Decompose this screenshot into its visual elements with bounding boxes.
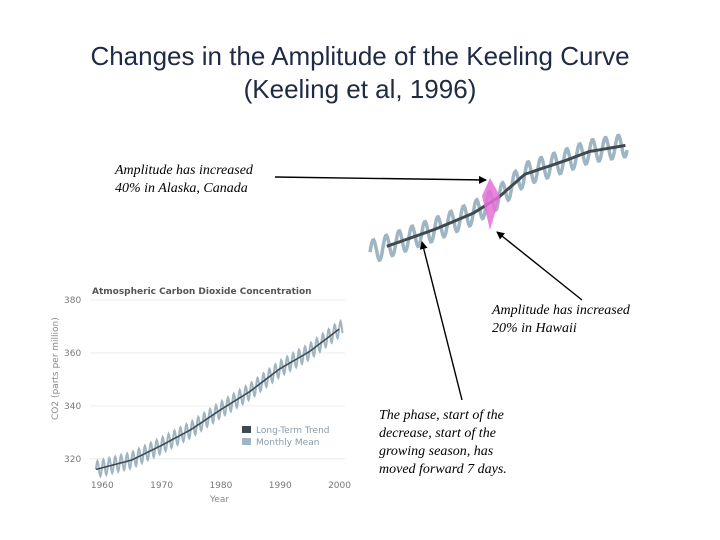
legend-label-monthly: Monthly Mean <box>256 438 319 448</box>
main-x-tick-label: 2000 <box>328 481 351 491</box>
legend-label-trend: Long-Term Trend <box>256 426 330 436</box>
callout-phase-line-4: moved forward 7 days. <box>379 462 507 477</box>
main-x-tick-label: 1980 <box>209 481 232 491</box>
main-chart-title: Atmospheric Carbon Dioxide Concentration <box>92 287 312 297</box>
main-y-tick-label: 380 <box>64 296 81 306</box>
callout-alaska: Amplitude has increased 40% in Alaska, C… <box>115 162 290 198</box>
main-series-monthly-mean <box>94 318 344 479</box>
legend-swatch-trend <box>242 426 251 433</box>
main-y-tick-label: 320 <box>64 455 81 465</box>
legend-swatch-monthly <box>242 438 251 445</box>
arrow-hawaii <box>496 231 583 301</box>
arrow-alaska <box>274 175 487 184</box>
main-x-tick-label: 1970 <box>150 481 173 491</box>
callout-phase-line-2: decrease, start of the <box>379 426 496 441</box>
callout-phase-line-1: The phase, start of the <box>379 408 504 423</box>
amplitude-highlight-marker <box>482 178 500 230</box>
title-line-1: Changes in the Amplitude of the Keeling … <box>90 41 630 71</box>
main-legend: Long-Term Trend Monthly Mean <box>242 426 330 448</box>
zoom-series-long-term-trend <box>386 143 626 248</box>
callout-hawaii-line-2: 20% in Hawaii <box>492 321 577 336</box>
main-x-tick-label: 1990 <box>269 481 292 491</box>
main-y-axis-label: CO2 (parts per million) <box>51 317 61 420</box>
slide-title: Changes in the Amplitude of the Keeling … <box>40 40 680 106</box>
title-line-2: (Keeling et al, 1996) <box>243 74 477 104</box>
main-y-tick-label: 360 <box>64 349 81 359</box>
main-series-long-term-trend <box>95 328 340 471</box>
callout-alaska-line-2: 40% in Alaska, Canada <box>115 181 248 196</box>
callout-hawaii-line-1: Amplitude has increased <box>492 303 630 318</box>
zoomed-co2-chart <box>368 133 629 263</box>
callout-phase: The phase, start of the decrease, start … <box>379 407 549 479</box>
main-y-tick-label: 340 <box>64 402 81 412</box>
callout-hawaii: Amplitude has increased 20% in Hawaii <box>492 302 682 338</box>
main-x-axis-label: Year <box>209 495 229 505</box>
callout-alaska-line-1: Amplitude has increased <box>115 163 253 178</box>
main-tick-labels: 320 340 360 380 1960 1970 1980 1990 2000 <box>64 296 351 491</box>
arrow-phase <box>419 241 463 401</box>
main-x-tick-label: 1960 <box>91 481 114 491</box>
callout-phase-line-3: growing season, has <box>379 444 494 459</box>
main-co2-chart: Atmospheric Carbon Dioxide Concentration… <box>51 287 351 505</box>
